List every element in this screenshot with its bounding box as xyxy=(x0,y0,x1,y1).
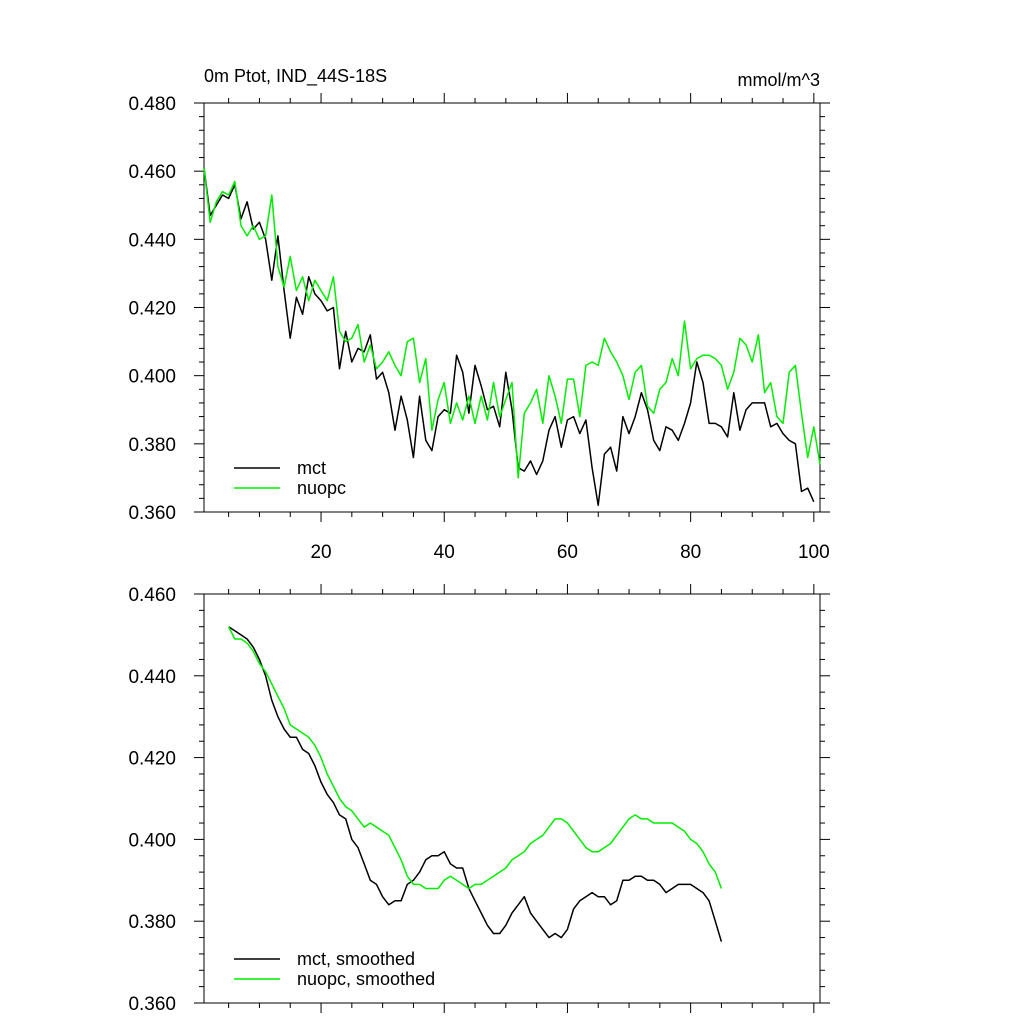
x-tick-label: 40 xyxy=(434,542,455,563)
plot-frame xyxy=(203,102,821,513)
y-tick-label: 0.360 xyxy=(128,994,176,1015)
legend-label: nuopc xyxy=(297,478,346,498)
y-tick-label: 0.400 xyxy=(128,830,176,851)
y-tick-label: 0.460 xyxy=(128,162,176,183)
series-line-nuopc-smoothed xyxy=(227,626,723,890)
bottom-panel: 0.360 0.380 0.400 0.420 0.440 0.460 mct, smoot… xyxy=(128,584,830,1015)
series-line-nuopc xyxy=(203,167,821,479)
legend-label: mct, smoothed xyxy=(297,949,415,969)
top-panel-title: 0m Ptot, IND_44S-18S xyxy=(204,66,387,87)
y-tick-label: 0.480 xyxy=(128,94,176,115)
x-tick-label: 80 xyxy=(680,542,701,563)
top-panel: 0m Ptot, IND_44S-18S mmol/m^3 0.360 0.380… xyxy=(128,66,830,563)
x-tick-label: 100 xyxy=(798,542,830,563)
y-tick-label: 0.460 xyxy=(128,585,176,606)
x-tick-label: 60 xyxy=(557,542,578,563)
y-tick-label: 0.440 xyxy=(128,230,176,251)
y-tick-label: 0.440 xyxy=(128,667,176,688)
y-tick-label: 0.400 xyxy=(128,367,176,388)
y-tick-label: 0.420 xyxy=(128,749,176,770)
plot-frame xyxy=(203,593,821,1004)
top-panel-units: mmol/m^3 xyxy=(738,70,820,90)
legend-label: nuopc, smoothed xyxy=(297,969,435,989)
y-tick-label: 0.380 xyxy=(128,435,176,456)
series-line-mct-smoothed xyxy=(228,626,723,942)
series-line-mct xyxy=(203,167,815,506)
x-tick-label: 20 xyxy=(310,542,331,563)
legend-label: mct xyxy=(297,458,326,478)
y-tick-label: 0.420 xyxy=(128,299,176,320)
y-tick-label: 0.380 xyxy=(128,912,176,933)
y-tick-label: 0.360 xyxy=(128,503,176,524)
